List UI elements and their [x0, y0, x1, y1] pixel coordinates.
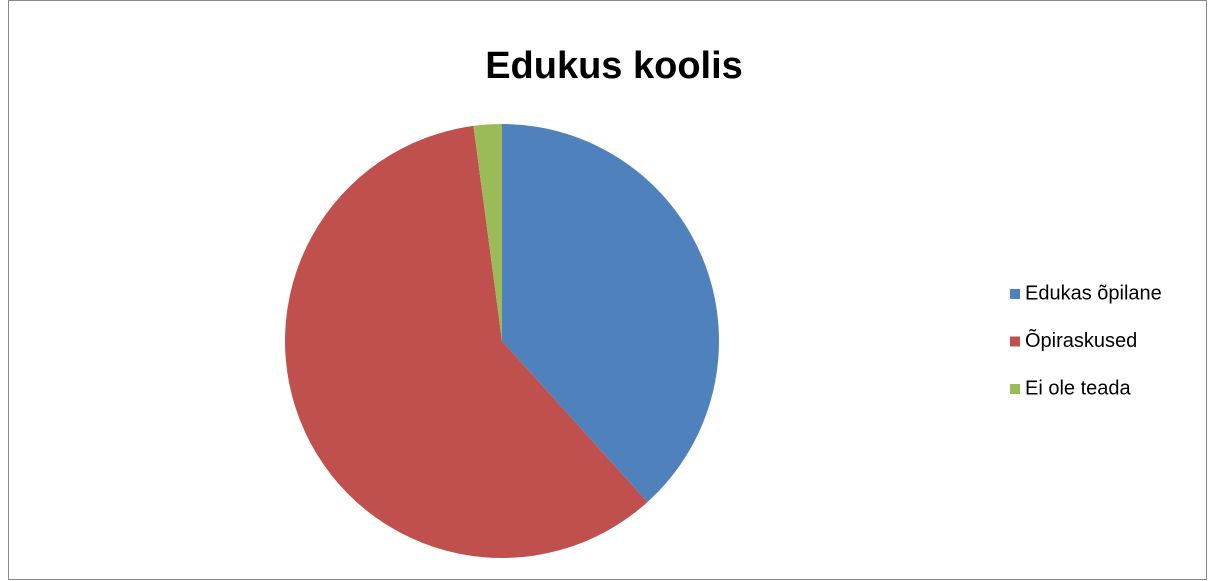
legend-label: Ei ole teada [1025, 377, 1132, 399]
legend-swatch [1010, 289, 1020, 299]
pie-slice [285, 125, 648, 559]
legend-label: Õpiraskused [1025, 328, 1137, 352]
legend-swatch [1010, 336, 1020, 347]
pie-slice [473, 124, 502, 341]
legend-label: Edukas õpilane [1025, 282, 1162, 304]
legend-swatch [1010, 384, 1020, 394]
chart-title: Edukus koolis [485, 45, 743, 87]
pie-slice [502, 124, 720, 502]
